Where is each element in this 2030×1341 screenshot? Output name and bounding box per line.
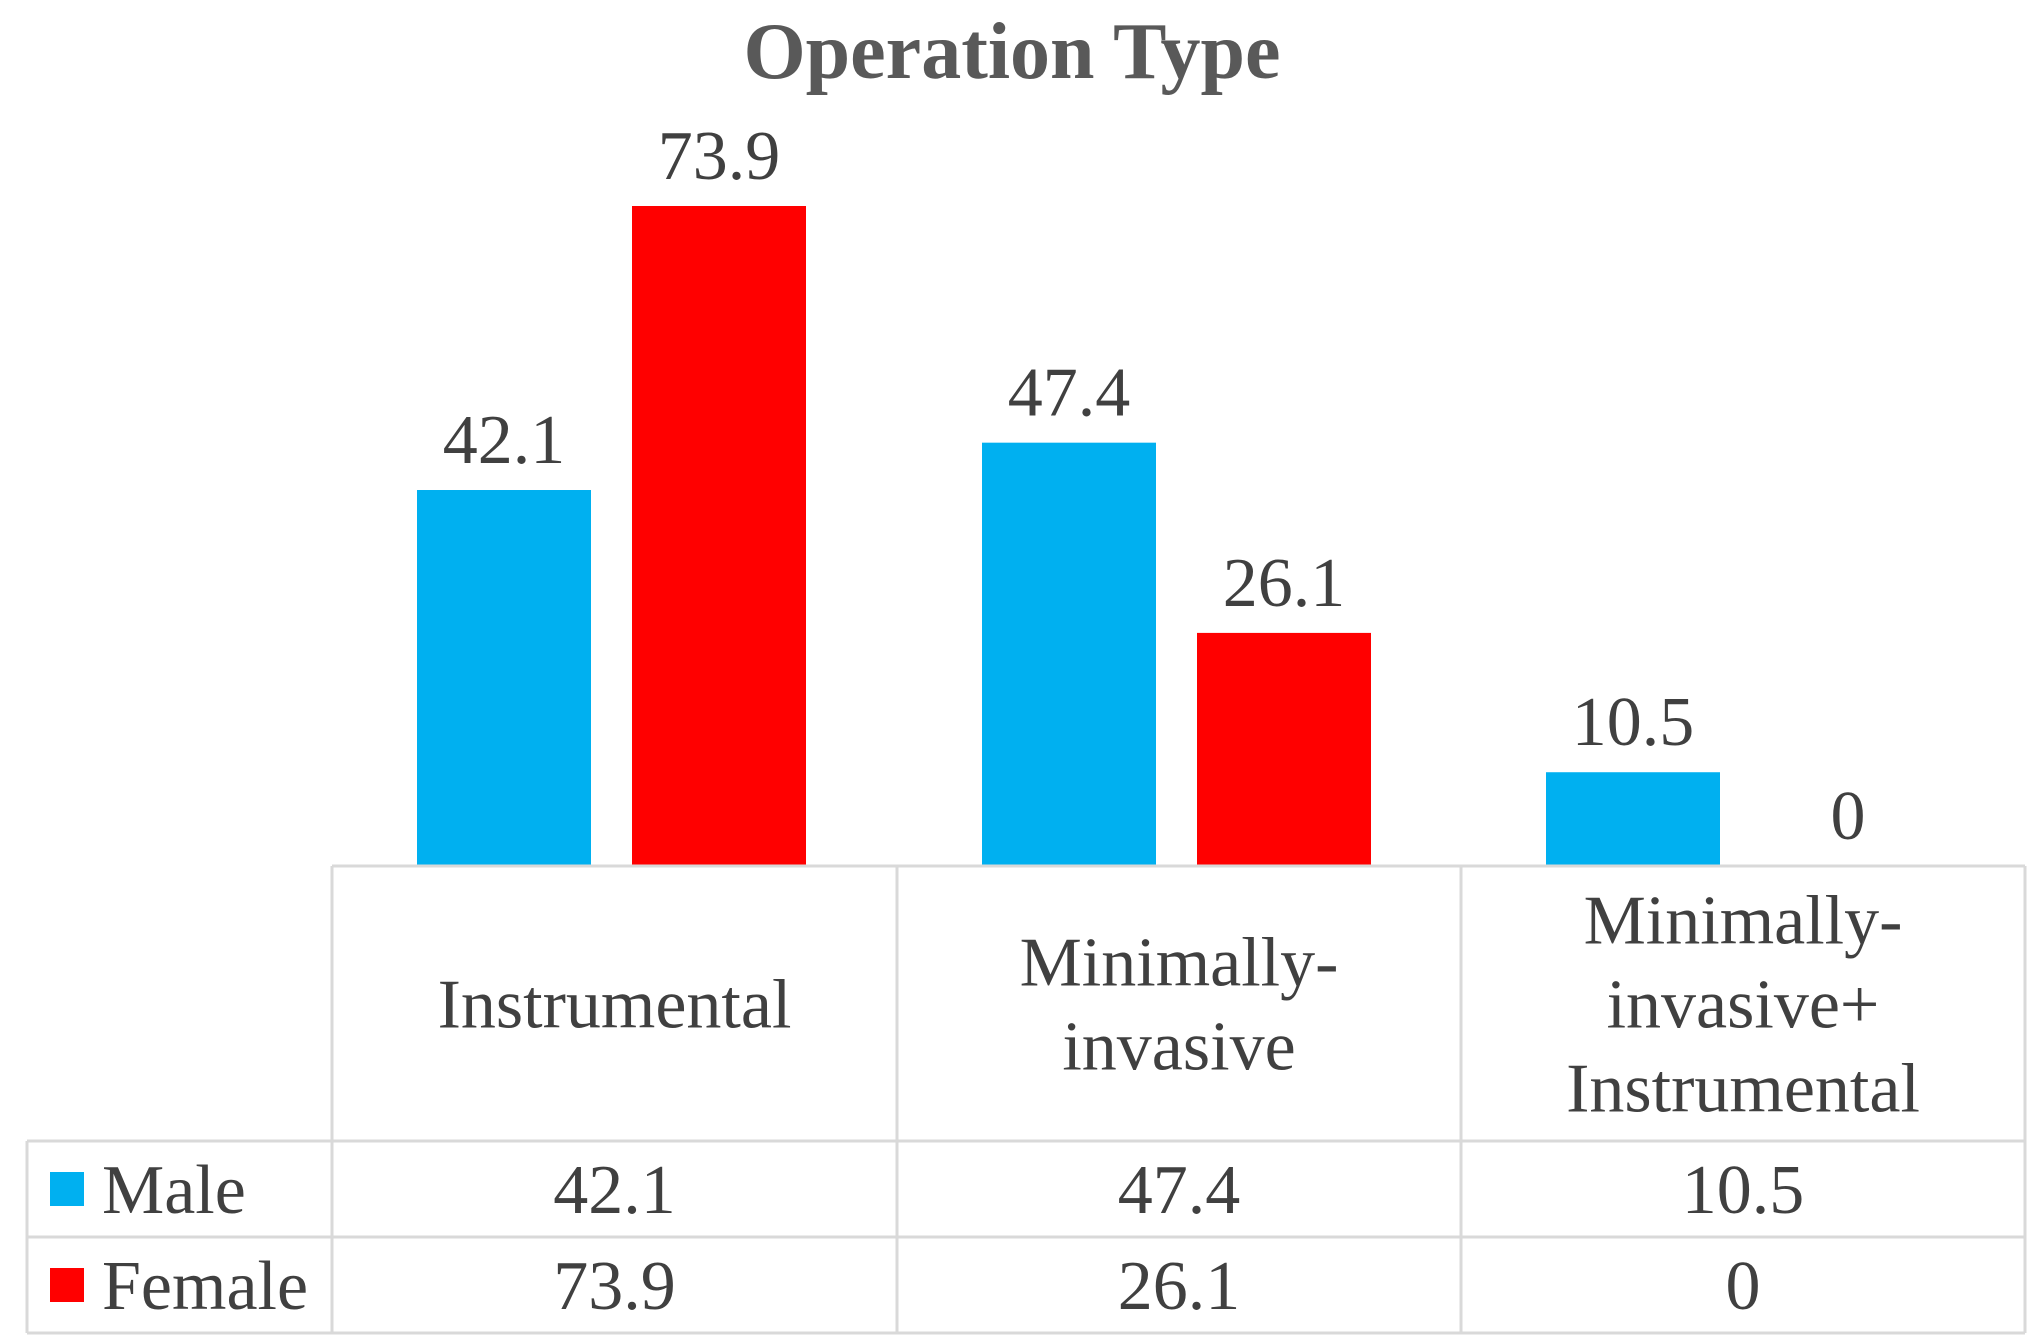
table-cell-male-1: 42.1 — [553, 1152, 676, 1229]
value-label-female-3: 0 — [1831, 778, 1866, 855]
value-label-female-1: 73.9 — [658, 118, 781, 195]
category-label-1-line-1: Instrumental — [438, 967, 792, 1044]
table-cell-male-2: 47.4 — [1118, 1152, 1241, 1229]
bar-female-2 — [1197, 632, 1371, 866]
table-cell-male-3: 10.5 — [1682, 1152, 1805, 1229]
table-cell-female-1: 73.9 — [553, 1248, 676, 1325]
category-label-3-line-1: Minimally- — [1584, 883, 1903, 960]
legend-swatch-female — [50, 1268, 84, 1302]
category-label-3-line-2: invasive+ — [1607, 967, 1880, 1044]
category-label-2-line-2: invasive — [1062, 1009, 1295, 1086]
bar-male-2 — [982, 442, 1156, 866]
legend-swatch-male — [50, 1172, 84, 1206]
value-label-male-1: 42.1 — [443, 402, 566, 479]
chart-title: Operation Type — [743, 8, 1280, 96]
data-table: InstrumentalMinimally-invasiveMinimally-… — [25, 864, 2027, 1335]
bar-male-1 — [417, 490, 591, 866]
bar-male-3 — [1546, 772, 1720, 866]
value-label-female-2: 26.1 — [1223, 545, 1346, 622]
category-label-2-line-1: Minimally- — [1020, 925, 1339, 1002]
category-label-3-line-3: Instrumental — [1566, 1051, 1920, 1128]
bar-female-1 — [632, 206, 806, 866]
legend-label-male: Male — [102, 1152, 246, 1229]
value-label-male-3: 10.5 — [1572, 684, 1695, 761]
bars-layer: 42.1 73.9 47.4 26.1 10.5 0 — [417, 118, 1866, 866]
legend-label-female: Female — [102, 1248, 308, 1325]
table-cell-female-3: 0 — [1726, 1248, 1761, 1325]
table-cell-female-2: 26.1 — [1118, 1248, 1241, 1325]
value-label-male-2: 47.4 — [1008, 355, 1131, 432]
